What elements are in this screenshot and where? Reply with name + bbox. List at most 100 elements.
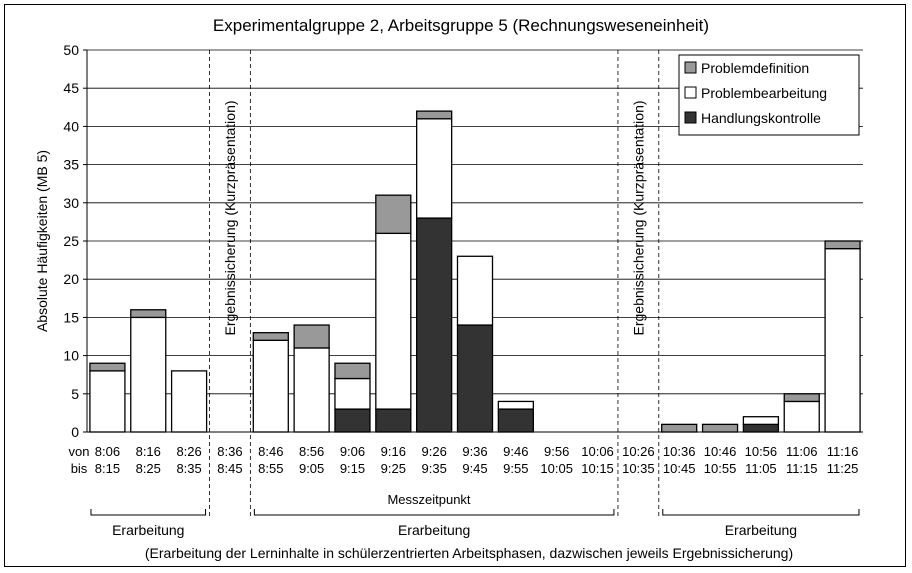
legend-label-handlungskontrolle: Handlungskontrolle [701,110,821,126]
x-tick-label-from: 11:16 [827,444,859,459]
x-tick-label-from: 9:56 [544,444,569,459]
legend-label-problembearbeitung: Problembearbeitung [701,85,827,101]
row-label-bis: bis [71,461,88,476]
bar-problembearbeitung-17 [783,400,820,433]
annotation-ergebnissicherung-0: Ergebnissicherung (Kurzpräsentation) [222,100,238,335]
bar-handlungskontrolle-6 [334,408,371,433]
bar-problembearbeitung-4 [252,339,289,433]
bar-problemdefinition-1 [130,309,167,319]
legend-swatch-problemdefinition [684,61,697,74]
y-tick-label: 30 [63,195,79,211]
chart-frame: 0 5 10 15 20 25 30 35 40 45 50 von bis 8:06 8:15 8:16 8:… [4,4,906,567]
chart-title: Experimentalgruppe 2, Arbeitsgruppe 5 (R… [213,16,709,35]
x-tick-label-to: 8:35 [176,461,201,476]
x-tick-label-to: 8:55 [258,461,283,476]
x-tick-label-from: 8:16 [136,444,161,459]
x-tick-label-from: 8:46 [258,444,283,459]
x-tick-label-from: 10:56 [745,444,778,459]
bar-problembearbeitung-6 [334,377,371,410]
bar-problembearbeitung-8 [416,118,453,219]
y-tick-label: 45 [63,80,79,96]
x-tick-label-from: 9:26 [422,444,447,459]
x-tick-label-from: 10:46 [704,444,737,459]
bar-problemdefinition-15 [701,423,739,433]
bar-handlungskontrolle-8 [416,217,453,433]
x-tick-label-from: 8:06 [95,444,120,459]
bar-problembearbeitung-18 [824,247,861,433]
x-tick-label-to: 9:45 [462,461,487,476]
bar-problemdefinition-18 [824,240,861,250]
bar-problembearbeitung-2 [170,370,208,433]
bar-problemdefinition-14 [661,423,698,433]
chart: 0 5 10 15 20 25 30 35 40 45 50 von bis 8:06 8:15 8:16 8:… [34,16,863,561]
legend-label-problemdefinition: Problemdefinition [701,60,809,76]
legend-swatch-handlungskontrolle [684,111,697,124]
bar-problemdefinition-5 [293,324,330,349]
x-tick-label-from: 10:36 [663,444,696,459]
y-tick-label: 40 [63,118,79,134]
y-tick-label: 5 [71,386,79,402]
x-tick-label-from: 11:06 [786,444,818,459]
bar-problemdefinition-17 [783,393,820,403]
bar-handlungskontrolle-10 [497,408,534,433]
x-tick-label-to: 8:45 [217,461,242,476]
bar-handlungskontrolle-16 [742,423,780,433]
x-tick-label-to: 10:15 [581,461,614,476]
y-tick-label: 15 [63,309,79,325]
x-tick-label-to: 11:05 [745,461,777,476]
bar-problembearbeitung-7 [375,232,412,410]
phase-label-0: Erarbeitung [112,522,184,538]
bar-problembearbeitung-5 [293,347,330,433]
phase-bracket-1 [253,509,615,516]
x-tick-label-to: 9:05 [299,461,324,476]
x-tick-label-to: 8:25 [136,461,161,476]
bar-problemdefinition-4 [252,332,289,341]
bar-problembearbeitung-1 [130,316,167,433]
x-tick-label-from: 8:36 [217,444,242,459]
bar-problemdefinition-8 [416,110,453,120]
y-axis-title: Absolute Häufigkeiten (MB 5) [34,150,50,332]
row-label-von: von [69,444,90,459]
x-tick-label-from: 9:46 [503,444,528,459]
x-tick-label-to: 10:05 [540,461,573,476]
x-tick-label-to: 11:25 [827,461,859,476]
x-tick-label-from: 10:06 [581,444,614,459]
bar-problembearbeitung-0 [89,370,126,433]
y-tick-label: 10 [63,348,79,364]
bar-problemdefinition-6 [334,362,371,380]
bar-handlungskontrolle-7 [375,408,412,433]
x-tick-label-to: 10:35 [622,461,655,476]
x-tick-label-to: 10:45 [663,461,696,476]
x-tick-label-to: 11:15 [786,461,818,476]
legend-box [678,54,860,136]
x-tick-label-to: 9:35 [422,461,447,476]
x-tick-label-from: 8:56 [299,444,324,459]
annotation-ergebnissicherung-1: Ergebnissicherung (Kurzpräsentation) [630,100,646,335]
bar-handlungskontrolle-9 [456,324,494,433]
x-tick-label-from: 10:26 [622,444,655,459]
x-tick-label-from: 9:06 [340,444,365,459]
y-tick-label: 25 [63,233,79,249]
x-tick-label-to: 9:15 [340,461,365,476]
legend-swatch-problembearbeitung [684,86,697,99]
chart-caption: (Erarbeitung der Lerninhalte in schülerz… [145,545,793,561]
x-tick-label-from: 9:16 [381,444,406,459]
bar-problembearbeitung-9 [456,255,494,326]
y-tick-label: 20 [63,271,79,287]
y-tick-label: 0 [71,424,79,440]
x-tick-label-to: 9:55 [503,461,528,476]
phase-bracket-2 [662,509,860,516]
x-tick-label-to: 10:55 [704,461,737,476]
y-tick-label: 35 [63,157,79,173]
x-axis-title: Messzeitpunkt [387,492,470,507]
x-tick-label-to: 8:15 [95,461,120,476]
y-tick-label: 50 [63,42,79,58]
bar-problemdefinition-7 [375,194,412,235]
phase-bracket-0 [90,509,207,516]
x-tick-label-from: 9:36 [462,444,487,459]
bar-problembearbeitung-10 [497,400,534,410]
x-tick-label-to: 9:25 [381,461,406,476]
phase-label-1: Erarbeitung [398,522,470,538]
bar-problemdefinition-0 [89,362,126,372]
phase-label-2: Erarbeitung [725,522,797,538]
